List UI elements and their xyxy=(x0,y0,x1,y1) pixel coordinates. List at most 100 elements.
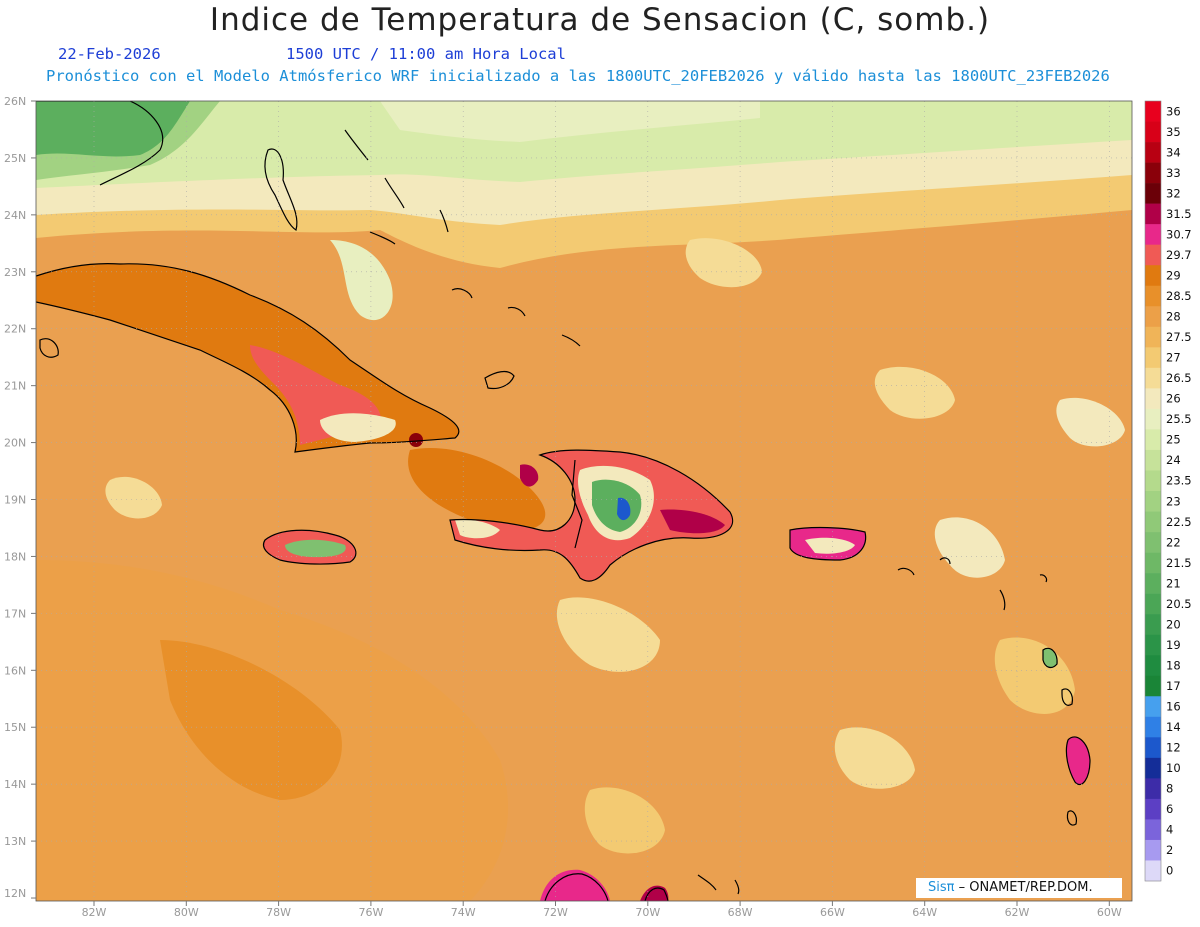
colorbar-label: 24 xyxy=(1166,453,1181,467)
cell-2 xyxy=(834,727,915,789)
colorbar-label: 28 xyxy=(1166,310,1181,324)
colorbar-swatch xyxy=(1145,839,1161,861)
colorbar-swatch xyxy=(1145,716,1161,738)
colorbar-swatch xyxy=(1145,347,1161,369)
colorbar-label: 29 xyxy=(1166,268,1181,282)
colorbar-label: 14 xyxy=(1166,720,1181,734)
colorbar-label: 2 xyxy=(1166,843,1173,857)
hispaniola-coastline xyxy=(449,449,734,582)
puerto-rico-cool-field xyxy=(805,537,855,554)
colorbar-label: 25.5 xyxy=(1166,412,1192,426)
guadeloupe-coastline xyxy=(1042,647,1058,669)
lon-tick-label: 64W xyxy=(912,906,937,919)
dominica-coastline xyxy=(1061,688,1073,706)
graticule xyxy=(36,101,1132,901)
venezuela-coastline xyxy=(544,873,609,901)
colorbar-swatch xyxy=(1145,408,1161,430)
lat-tick-label: 23N xyxy=(4,266,26,279)
colorbar-swatch xyxy=(1145,224,1161,245)
colorbar-label: 12 xyxy=(1166,741,1181,755)
martinique-coastline xyxy=(1065,736,1091,786)
virgin-islands-coastline xyxy=(897,557,1048,611)
credit-org: – ONAMET/REP.DOM. xyxy=(958,880,1093,895)
colorbar-swatch xyxy=(1145,244,1161,266)
colorbar-label: 29.7 xyxy=(1166,248,1192,262)
lat-tick-label: 18N xyxy=(4,550,26,563)
lon-tick-label: 68W xyxy=(728,906,753,919)
colorbar-swatch xyxy=(1145,203,1161,225)
field-band-285 xyxy=(160,640,342,800)
colorbar-swatch xyxy=(1145,655,1161,677)
colorbar-label: 25 xyxy=(1166,433,1181,447)
colorbar-label: 33 xyxy=(1166,166,1181,180)
colorbar-swatch xyxy=(1145,388,1161,410)
colorbar-label: 23.5 xyxy=(1166,474,1192,488)
guadeloupe-cool xyxy=(1043,648,1058,668)
colorbar-label: 20 xyxy=(1166,617,1181,631)
florida-coastline xyxy=(36,101,164,186)
lat-tick-label: 15N xyxy=(4,721,26,734)
colorbar-swatch xyxy=(1145,696,1161,718)
lon-tick-label: 82W xyxy=(82,906,107,919)
cuba-coastline xyxy=(36,263,460,453)
cell-8 xyxy=(584,787,665,854)
colorbar-swatch xyxy=(1145,573,1161,594)
map-frame xyxy=(35,100,1133,902)
bahamas-coastline xyxy=(344,129,449,245)
colorbar-label: 0 xyxy=(1166,864,1173,878)
colorbar-swatch xyxy=(1145,675,1161,697)
colorbar-label: 4 xyxy=(1166,823,1173,837)
colorbar-swatch xyxy=(1145,162,1161,184)
puerto-rico-coastline xyxy=(789,526,867,561)
lat-tick-label: 26N xyxy=(4,95,26,108)
longitude-axis: 82W 80W 78W 76W 74W 72W 70W 68W 66W 64W 62W 60W xyxy=(82,901,1122,919)
colorbar-label: 23 xyxy=(1166,494,1181,508)
colorbar-swatch xyxy=(1145,614,1161,635)
colorbar-swatch xyxy=(1145,552,1161,574)
cell-6 xyxy=(685,238,762,288)
lat-tick-label: 16N xyxy=(4,664,26,677)
colorbar-label: 27.5 xyxy=(1166,330,1192,344)
lon-tick-label: 76W xyxy=(358,906,383,919)
lon-tick-label: 66W xyxy=(820,906,845,919)
colorbar-swatch xyxy=(1145,183,1161,204)
colorbar-swatch xyxy=(1145,860,1161,882)
jamaica-coastline xyxy=(262,529,357,565)
bahamas-south-coastline xyxy=(451,288,581,347)
cuba-sierra-cool xyxy=(320,413,396,442)
colorbar-label: 34 xyxy=(1166,145,1181,159)
colorbar-label: 35 xyxy=(1166,125,1181,139)
colorbar-label: 18 xyxy=(1166,658,1181,672)
colorbar-swatch xyxy=(1145,511,1161,533)
st-vincent-coastline xyxy=(1066,810,1077,826)
latitude-axis: 26N 25N 24N 23N 22N 21N 20N 19N 18N 17N 16N 15N 14N 1… xyxy=(4,95,36,900)
jamaica-cool-field xyxy=(285,539,346,558)
isla-juventud-coastline xyxy=(39,338,59,358)
colorbar-swatch xyxy=(1145,142,1161,163)
andros-coastline xyxy=(264,148,298,231)
colorbar-swatch xyxy=(1145,326,1161,348)
colorbar-label: 22.5 xyxy=(1166,515,1192,529)
colorbar-label: 26.5 xyxy=(1166,371,1192,385)
cell-7 xyxy=(105,476,162,519)
lon-tick-label: 62W xyxy=(1005,906,1030,919)
colorbar-label: 26 xyxy=(1166,392,1181,406)
cell-5 xyxy=(934,517,1005,578)
lat-tick-label: 12N xyxy=(4,887,26,900)
colorbar-label: 6 xyxy=(1166,802,1173,816)
colorbar-swatch xyxy=(1145,470,1161,492)
inagua-coastline xyxy=(484,370,515,390)
colorbar-label: 8 xyxy=(1166,782,1173,796)
colorbar-label: 31.5 xyxy=(1166,207,1192,221)
lat-tick-label: 21N xyxy=(4,380,26,393)
colorbar-swatch xyxy=(1145,491,1161,512)
lon-tick-label: 78W xyxy=(266,906,291,919)
colorbar-swatch xyxy=(1145,819,1161,841)
colorbar-label: 21 xyxy=(1166,576,1181,590)
valid-date: 22-Feb-2026 xyxy=(58,45,161,63)
colorbar-label: 36 xyxy=(1166,104,1181,118)
colorbar-swatch xyxy=(1145,757,1161,779)
lon-tick-label: 60W xyxy=(1097,906,1122,919)
colorbar-swatch xyxy=(1145,101,1161,122)
